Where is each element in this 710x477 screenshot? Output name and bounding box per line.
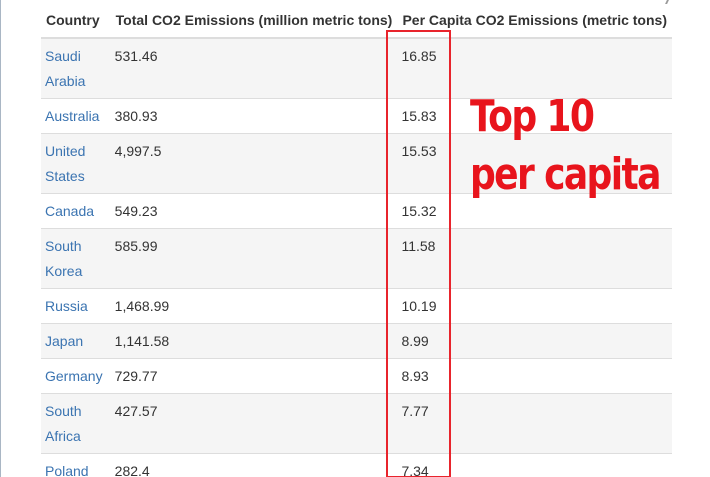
annotation-line-1: Top 10	[470, 91, 595, 142]
page-left-border	[0, 0, 1, 477]
per-capita-cell: 15.53	[397, 133, 672, 194]
total-cell: 729.77	[110, 358, 398, 394]
table-row: Japan 1,141.58 8.99	[41, 323, 672, 359]
country-link[interactable]: Russia	[45, 298, 88, 314]
per-capita-cell: 8.99	[397, 323, 672, 359]
total-cell: 585.99	[110, 228, 398, 289]
per-capita-cell: 7.34	[397, 453, 672, 477]
per-capita-cell: 7.77	[397, 393, 672, 454]
per-capita-cell: 15.32	[397, 193, 672, 229]
country-link[interactable]: Canada	[45, 203, 95, 219]
header-total-emissions: Total CO2 Emissions (million metric tons…	[110, 4, 398, 39]
country-link[interactable]: Japan	[45, 333, 84, 349]
table-row: Saudi Arabia 531.46 16.85	[41, 37, 672, 99]
table-row: United States 4,997.5 15.53	[41, 133, 672, 194]
header-country: Country	[41, 4, 111, 39]
table-row: South Africa 427.57 7.77	[41, 393, 672, 454]
table-row: Germany 729.77 8.93	[41, 358, 672, 394]
per-capita-cell: 11.58	[397, 228, 672, 289]
country-cell: Australia	[41, 98, 111, 134]
country-cell: Saudi Arabia	[41, 37, 111, 99]
total-cell: 380.93	[110, 98, 398, 134]
total-cell: 531.46	[110, 37, 398, 99]
total-cell: 427.57	[110, 393, 398, 454]
total-cell: 1,468.99	[110, 288, 398, 324]
country-link[interactable]: Germany	[45, 368, 103, 384]
table-row: South Korea 585.99 11.58	[41, 228, 672, 289]
per-capita-cell: 15.83	[397, 98, 672, 134]
country-link[interactable]: Poland	[45, 463, 89, 477]
country-cell: Russia	[41, 288, 111, 324]
table-row: Australia 380.93 15.83	[41, 98, 672, 134]
co2-emissions-table: Country Total CO2 Emissions (million met…	[41, 4, 672, 477]
country-cell: Germany	[41, 358, 111, 394]
country-cell: Canada	[41, 193, 111, 229]
country-link[interactable]: Australia	[45, 108, 100, 124]
table-row: Poland 282.4 7.34	[41, 453, 672, 477]
table-row: Canada 549.23 15.32	[41, 193, 672, 229]
total-cell: 549.23	[110, 193, 398, 229]
per-capita-cell: 10.19	[397, 288, 672, 324]
total-cell: 4,997.5	[110, 133, 398, 194]
top-10-annotation: Top 10 per capita	[470, 88, 661, 204]
country-cell: Poland	[41, 453, 111, 477]
country-link[interactable]: United States	[45, 143, 86, 184]
per-capita-cell: 16.85	[397, 37, 672, 99]
annotation-line-2: per capita	[470, 149, 661, 200]
table-row: Russia 1,468.99 10.19	[41, 288, 672, 324]
country-link[interactable]: Saudi Arabia	[45, 48, 86, 89]
country-link[interactable]: South Africa	[45, 403, 82, 444]
country-cell: Japan	[41, 323, 111, 359]
country-cell: South Korea	[41, 228, 111, 289]
country-cell: United States	[41, 133, 111, 194]
table-header-row: Country Total CO2 Emissions (million met…	[41, 4, 672, 39]
country-cell: South Africa	[41, 393, 111, 454]
total-cell: 282.4	[110, 453, 398, 477]
header-per-capita-emissions: Per Capita CO2 Emissions (metric tons)	[397, 4, 672, 39]
per-capita-cell: 8.93	[397, 358, 672, 394]
country-link[interactable]: South Korea	[45, 238, 83, 279]
total-cell: 1,141.58	[110, 323, 398, 359]
